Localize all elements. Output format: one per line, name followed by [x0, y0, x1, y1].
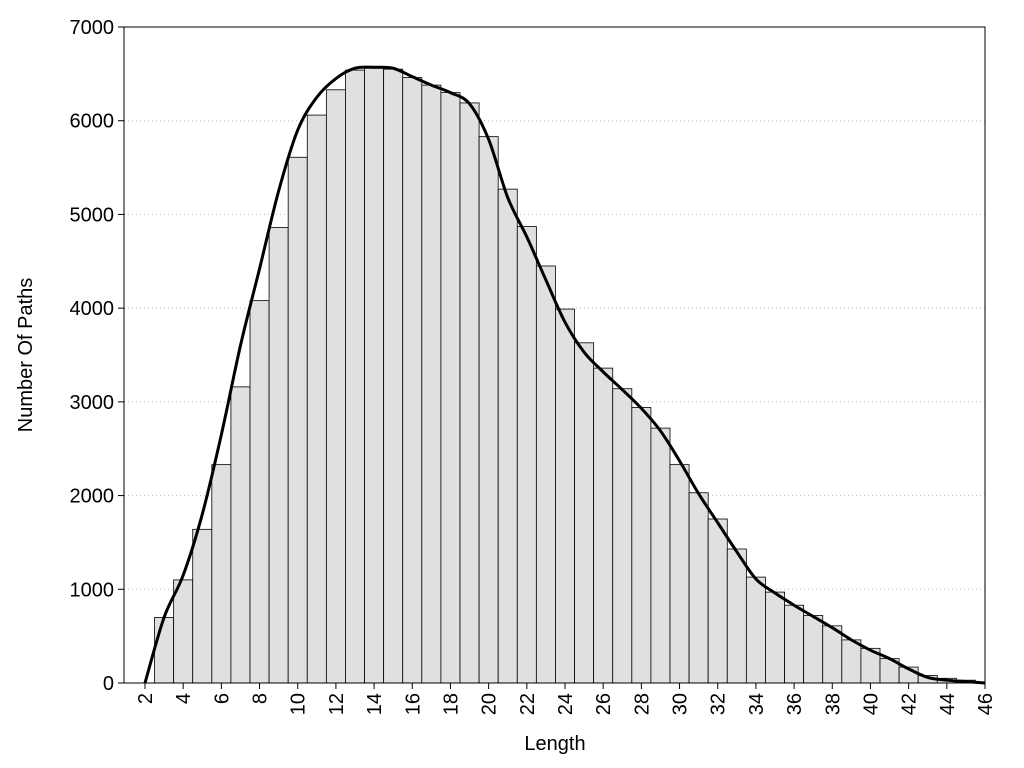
y-axis-label: Number Of Paths	[15, 278, 37, 433]
y-tick-label: 4000	[70, 298, 115, 320]
bar	[211, 464, 232, 684]
bar	[535, 265, 556, 684]
x-tick-label: 28	[631, 693, 653, 715]
x-tick-label: 4	[173, 693, 195, 704]
x-tick-label: 12	[326, 693, 348, 715]
bar	[154, 617, 175, 684]
x-tick-label: 40	[860, 693, 882, 715]
bar	[803, 615, 824, 684]
bar	[345, 69, 365, 684]
x-tick-label: 44	[937, 693, 959, 715]
x-tick-label: 32	[708, 693, 730, 715]
bar	[516, 226, 537, 684]
x-tick-label: 16	[402, 693, 424, 715]
bar	[173, 579, 194, 684]
x-tick-label: 14	[364, 693, 386, 715]
bar	[707, 518, 728, 684]
x-tick-label: 10	[288, 693, 310, 715]
y-tick-label: 2000	[70, 486, 115, 508]
bar	[287, 156, 308, 684]
x-tick-label: 24	[555, 693, 577, 715]
x-axis-label: Length	[524, 733, 585, 755]
bar	[383, 68, 404, 684]
bar	[268, 227, 289, 684]
bar	[726, 548, 747, 684]
bar	[745, 576, 766, 684]
bar	[230, 386, 251, 684]
y-tick-label: 3000	[70, 392, 115, 414]
x-tick-label: 36	[784, 693, 806, 715]
bar	[574, 342, 595, 684]
bar	[784, 604, 805, 684]
y-tick-label: 5000	[70, 204, 115, 226]
y-tick-label: 7000	[70, 17, 115, 39]
x-tick-label: 46	[975, 693, 997, 715]
bar	[631, 407, 652, 684]
x-tick-label: 22	[517, 693, 539, 715]
x-tick-label: 42	[899, 693, 921, 715]
bar	[650, 427, 671, 684]
x-tick-label: 6	[211, 693, 233, 704]
x-tick-label: 38	[822, 693, 844, 715]
x-tick-label: 34	[746, 693, 768, 715]
bar	[593, 367, 614, 684]
bar	[841, 639, 862, 684]
bar	[765, 591, 785, 684]
x-tick-label: 26	[593, 693, 615, 715]
y-tick-label: 0	[103, 673, 114, 695]
y-tick-label: 6000	[70, 111, 115, 133]
bar	[325, 89, 346, 684]
bar	[688, 492, 709, 684]
bar	[402, 77, 423, 684]
bar	[421, 84, 442, 684]
x-tick-label: 20	[479, 693, 501, 715]
x-tick-label: 18	[440, 693, 462, 715]
bar	[364, 67, 385, 684]
bar	[306, 114, 327, 684]
bar	[669, 464, 690, 684]
bar	[440, 92, 461, 684]
bar	[822, 625, 843, 684]
bar	[555, 308, 575, 684]
bar	[497, 188, 518, 684]
plot-frame	[123, 26, 986, 684]
bar	[612, 388, 633, 684]
bar	[249, 300, 270, 684]
bar	[459, 102, 480, 684]
x-tick-label: 30	[670, 693, 692, 715]
y-tick-label: 1000	[70, 579, 115, 601]
bar	[478, 136, 499, 684]
x-tick-label: 8	[250, 693, 272, 704]
x-tick-label: 2	[135, 693, 157, 704]
bar	[192, 528, 213, 684]
line	[143, 65, 986, 685]
